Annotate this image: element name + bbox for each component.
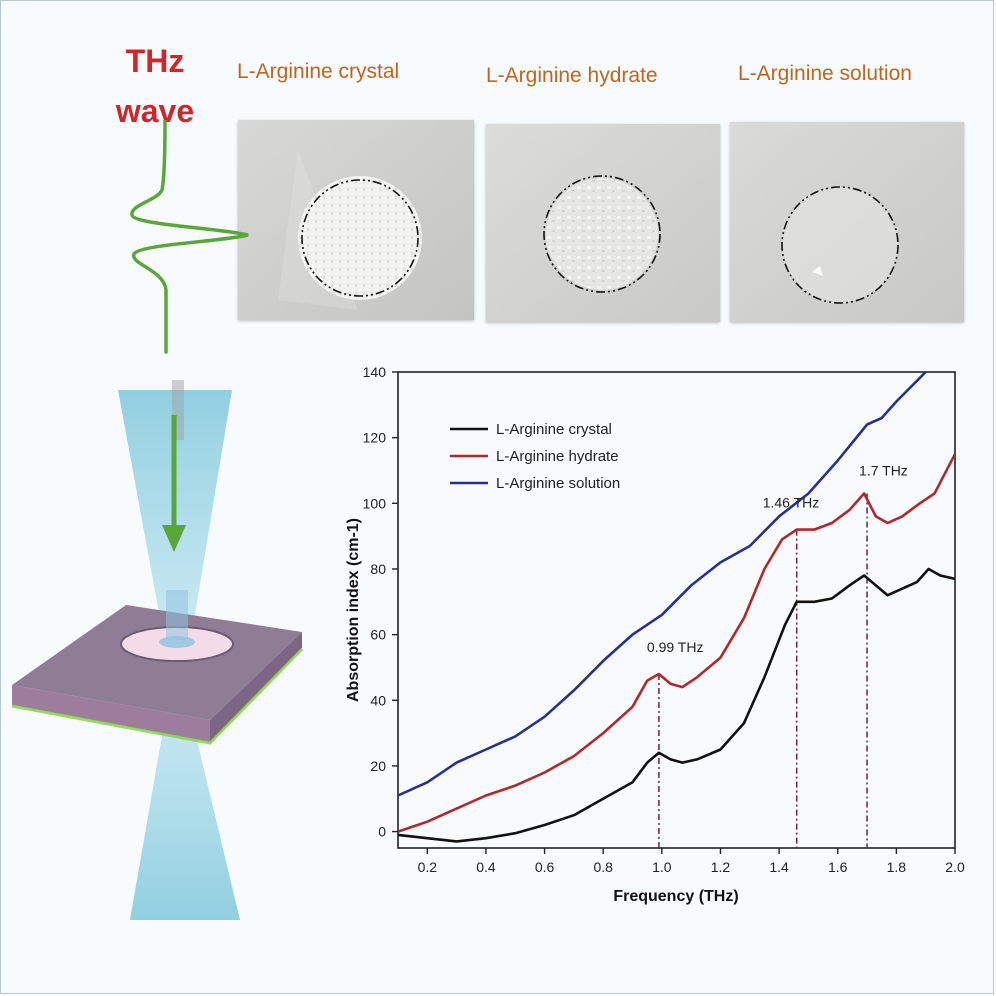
x-tick-label: 0.6 bbox=[535, 859, 555, 875]
x-tick-label: 1.8 bbox=[887, 859, 907, 875]
sample-plate bbox=[12, 605, 302, 720]
y-tick-label: 20 bbox=[370, 758, 386, 774]
y-tick-label: 120 bbox=[363, 430, 387, 446]
x-tick-label: 1.0 bbox=[652, 859, 672, 875]
peak-labels: 0.99 THz 1.46 THz 1.7 THz bbox=[647, 462, 908, 655]
down-arrow-icon bbox=[162, 525, 186, 552]
y-tick-label: 140 bbox=[363, 364, 387, 380]
peak-label: 1.46 THz bbox=[763, 495, 820, 511]
y-axis-label: Absorption index (cm-1) bbox=[345, 518, 362, 702]
thz-pulse-wave bbox=[130, 120, 249, 354]
x-tick-label: 0.2 bbox=[418, 859, 438, 875]
photo-solution bbox=[730, 122, 964, 322]
x-tick-label: 2.0 bbox=[945, 859, 965, 875]
beam-lower-cone bbox=[130, 690, 240, 920]
y-tick-label: 40 bbox=[370, 692, 386, 708]
y-tick-label: 100 bbox=[363, 495, 387, 511]
photo-title-hydrate: L-Arginine hydrate bbox=[486, 64, 658, 87]
series-lines bbox=[398, 372, 955, 843]
thz-label-line1: THz bbox=[125, 43, 185, 79]
x-tick-label: 1.4 bbox=[769, 859, 789, 875]
plot-frame bbox=[397, 371, 956, 849]
x-tick-label: 0.4 bbox=[476, 859, 496, 875]
photo-hydrate bbox=[486, 124, 720, 322]
axis-ticks: 0.2 0.4 0.6 0.8 1.0 1.2 1.4 1.6 1.8 2.0 0 20 40 60 80 1… bbox=[363, 364, 965, 875]
series-line bbox=[398, 453, 955, 833]
absorption-chart: 0.2 0.4 0.6 0.8 1.0 1.2 1.4 1.6 1.8 2.0 0 20 40 60 80 1… bbox=[345, 364, 965, 905]
thz-label-line2: wave bbox=[115, 93, 195, 129]
photo-title-crystal: L-Arginine crystal bbox=[237, 60, 400, 83]
x-tick-label: 1.2 bbox=[711, 859, 731, 875]
y-tick-label: 60 bbox=[370, 627, 386, 643]
x-tick-label: 1.6 bbox=[828, 859, 848, 875]
setup-illustration bbox=[11, 380, 304, 920]
peak-label: 0.99 THz bbox=[647, 639, 704, 655]
photo-title-solution: L-Arginine solution bbox=[738, 62, 912, 85]
x-axis-label: Frequency (THz) bbox=[613, 888, 738, 905]
chart-legend: L-Arginine crystal L-Arginine hydrate L-Ar… bbox=[450, 421, 620, 492]
peak-label: 1.7 THz bbox=[859, 462, 908, 478]
photo-crystal bbox=[238, 120, 474, 320]
legend-label: L-Arginine hydrate bbox=[496, 448, 619, 465]
legend-label: L-Arginine solution bbox=[496, 475, 620, 492]
y-tick-label: 0 bbox=[378, 824, 386, 840]
x-tick-label: 0.8 bbox=[593, 859, 613, 875]
series-line bbox=[398, 372, 928, 797]
series-line bbox=[398, 567, 955, 843]
peak-guide-lines bbox=[658, 493, 868, 848]
legend-label: L-Arginine crystal bbox=[496, 421, 612, 438]
thz-wave-label: THz wave bbox=[100, 36, 210, 136]
y-tick-label: 80 bbox=[370, 561, 386, 577]
